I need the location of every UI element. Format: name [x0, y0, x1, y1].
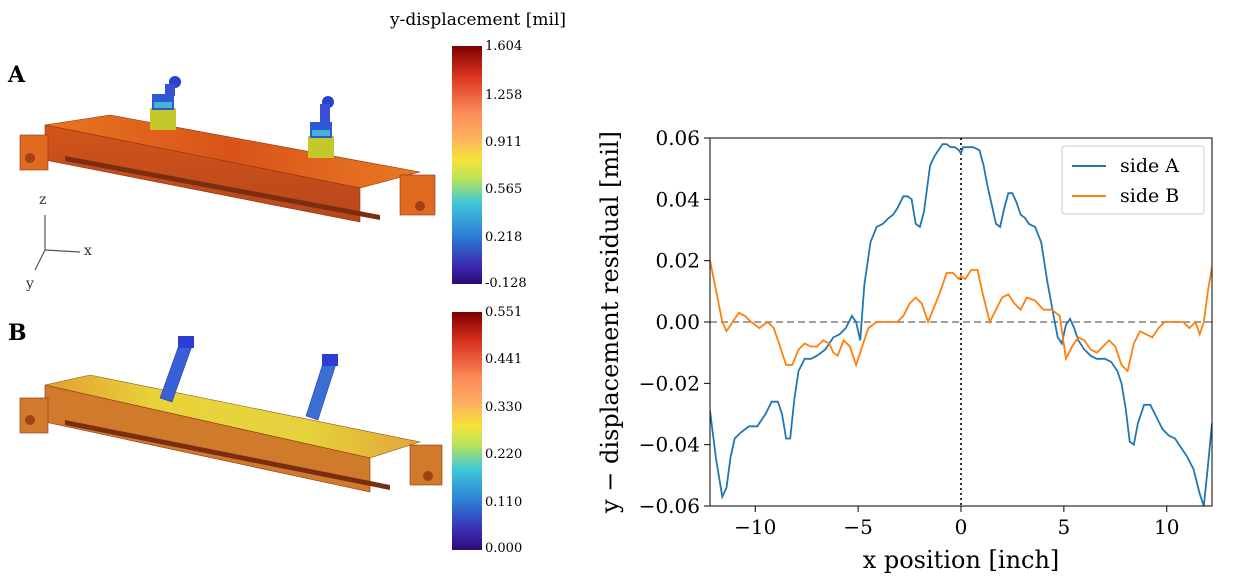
model-a-clamp-left	[150, 76, 181, 130]
y-tick-label: −0.04	[639, 433, 700, 457]
colorbar-b-tick: 0.000	[485, 541, 523, 556]
y-axis-label: y − displacement residual [mil]	[596, 131, 624, 514]
model-b-hole-right	[423, 471, 433, 481]
legend-entry-side-b: side B	[1120, 185, 1179, 207]
residual-chart: x position [inch] y − displacement resid…	[596, 126, 1213, 574]
colorbar-b-tick: 0.220	[485, 447, 523, 462]
colorbar-a-tick: 0.911	[485, 135, 523, 150]
colorbar-b-tick: 0.441	[485, 352, 523, 367]
model-a-end-left	[19, 134, 49, 171]
colorbar-title: y-displacement [mil]	[390, 10, 567, 30]
triad-y-label: y	[26, 276, 34, 292]
model-a-pin-row	[65, 156, 380, 220]
y-tick-label: −0.02	[639, 371, 700, 395]
colorbar-b-tick: 0.551	[485, 305, 523, 320]
legend: side A side B	[1061, 145, 1205, 215]
y-tick-label: 0.02	[655, 249, 700, 273]
model-b-bolt-right	[305, 354, 338, 421]
colorbar-b-tick: 0.110	[485, 495, 523, 510]
y-tick-label: 0.04	[655, 187, 700, 211]
x-tick-label: −10	[734, 515, 776, 539]
panel-a-label: A	[8, 62, 26, 88]
model-b-hole-left	[25, 415, 35, 425]
triad-x-label: x	[84, 243, 92, 259]
x-axis-label: x position [inch]	[863, 546, 1060, 574]
triad-z-label: z	[39, 192, 47, 208]
model-a-render	[19, 76, 436, 223]
y-tick-label: 0.00	[655, 310, 700, 334]
model-a-hole-right	[415, 201, 425, 211]
model-b-end-left	[19, 397, 49, 434]
model-b-bolt-left	[159, 336, 194, 403]
colorbar-a-tick: 1.258	[485, 88, 523, 103]
y-tick-label: −0.06	[639, 494, 700, 518]
colorbar-a-tick: 0.218	[485, 230, 523, 245]
x-tick-label: 5	[1058, 515, 1071, 539]
legend-entry-side-a: side A	[1120, 155, 1179, 177]
x-tick-label: 0	[955, 515, 968, 539]
colorbar-a-tick: 1.604	[485, 39, 523, 54]
model-b-pin-row	[65, 420, 390, 490]
series-line-side-b	[710, 260, 1212, 373]
series-line-side-a	[710, 143, 1212, 506]
x-tick-label: 10	[1154, 515, 1179, 539]
model-b-render	[19, 336, 443, 493]
y-tick-label: 0.06	[655, 126, 700, 150]
axis-triad	[34, 215, 81, 271]
colorbar-b	[452, 312, 482, 550]
model-a-clamp-right	[308, 96, 334, 158]
colorbar-a-tick: -0.128	[485, 276, 527, 291]
colorbar-a	[452, 46, 482, 284]
colorbar-a-tick: 0.565	[485, 182, 523, 197]
model-a-hole-left	[25, 153, 35, 163]
panel-b-label: B	[8, 320, 27, 346]
x-tick-label: −5	[843, 515, 872, 539]
colorbar-b-tick: 0.330	[485, 400, 523, 415]
